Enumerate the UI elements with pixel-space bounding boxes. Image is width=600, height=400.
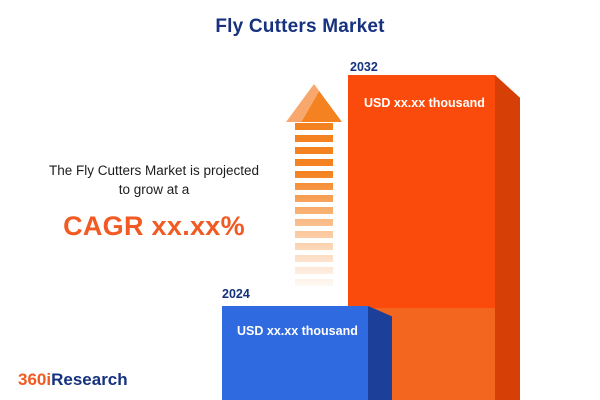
year-label-2032: 2032 <box>350 60 378 74</box>
bar-value-2032: USD xx.xx thousand <box>364 96 485 110</box>
bar-2032-side-face <box>495 75 520 400</box>
arrow-shaft-icon <box>295 123 333 288</box>
bar-2024-front-face <box>222 306 368 400</box>
year-label-2024: 2024 <box>222 287 250 301</box>
logo-part-360i: 360i <box>18 370 52 389</box>
annotation-line1: The Fly Cutters Market is projected <box>48 163 260 178</box>
page-title: Fly Cutters Market <box>215 16 385 37</box>
logo-part-research: Research <box>51 370 128 389</box>
bar-2024-side-face <box>368 306 392 400</box>
annotation-line2: to grow at a <box>118 181 190 197</box>
cagr-text: CAGR xx.xx% <box>63 210 245 241</box>
bar-value-2024: USD xx.xx thousand <box>237 324 358 338</box>
arrow-head-icon <box>286 84 342 122</box>
annotation-text: The Fly Cutters Market is projected to g… <box>8 162 300 246</box>
logo: 360iResearch <box>18 370 128 390</box>
